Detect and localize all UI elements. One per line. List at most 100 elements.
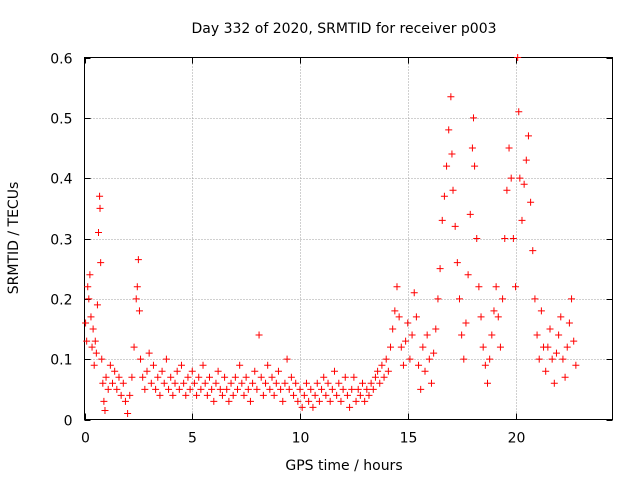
data-point bbox=[302, 379, 310, 387]
data-point bbox=[380, 373, 388, 381]
data-point bbox=[354, 385, 362, 393]
data-point bbox=[531, 295, 539, 303]
data-point bbox=[86, 271, 94, 279]
data-point bbox=[417, 385, 425, 393]
data-point bbox=[160, 379, 168, 387]
data-point bbox=[389, 325, 397, 333]
data-point bbox=[145, 349, 153, 357]
data-point bbox=[298, 403, 306, 411]
data-point bbox=[190, 379, 198, 387]
data-point bbox=[537, 307, 545, 315]
data-point bbox=[143, 367, 151, 375]
data-point bbox=[445, 126, 453, 134]
data-point bbox=[501, 235, 509, 242]
data-point bbox=[555, 331, 563, 339]
data-point bbox=[216, 385, 224, 393]
data-point bbox=[520, 180, 528, 188]
data-point bbox=[106, 361, 114, 369]
data-point bbox=[492, 283, 500, 291]
data-point bbox=[550, 379, 558, 387]
data-point bbox=[427, 379, 435, 387]
data-point bbox=[255, 331, 263, 339]
data-point bbox=[218, 391, 226, 399]
data-point bbox=[208, 385, 216, 393]
data-point bbox=[296, 385, 304, 393]
data-point bbox=[503, 186, 511, 194]
plot-frame bbox=[84, 57, 613, 420]
data-point bbox=[82, 319, 90, 327]
data-point bbox=[169, 391, 177, 399]
data-point bbox=[203, 391, 211, 399]
data-point bbox=[473, 235, 481, 242]
data-point bbox=[133, 283, 141, 291]
data-point bbox=[182, 391, 190, 399]
data-point bbox=[126, 391, 134, 399]
data-point bbox=[117, 391, 125, 399]
data-point bbox=[333, 391, 341, 399]
data-point bbox=[484, 379, 492, 387]
data-point bbox=[514, 54, 522, 61]
data-point bbox=[156, 391, 164, 399]
data-point bbox=[343, 391, 351, 399]
data-point bbox=[201, 379, 209, 387]
data-point bbox=[141, 385, 149, 393]
data-point bbox=[90, 361, 98, 369]
data-point bbox=[238, 379, 246, 387]
data-point bbox=[300, 391, 308, 399]
data-point bbox=[98, 355, 106, 363]
data-point bbox=[324, 379, 332, 387]
data-point bbox=[522, 156, 530, 164]
data-points bbox=[82, 54, 580, 417]
data-point bbox=[188, 367, 196, 375]
data-point bbox=[175, 385, 183, 393]
data-point bbox=[464, 271, 472, 279]
data-point bbox=[91, 337, 99, 345]
data-point bbox=[139, 373, 147, 381]
data-point bbox=[387, 343, 395, 351]
data-point bbox=[246, 397, 254, 405]
data-point bbox=[85, 295, 93, 303]
data-point bbox=[393, 283, 401, 291]
data-point bbox=[274, 367, 282, 375]
data-point bbox=[509, 235, 517, 242]
data-point bbox=[121, 397, 129, 405]
data-point bbox=[468, 144, 476, 152]
data-point bbox=[535, 355, 543, 363]
data-point bbox=[475, 283, 483, 291]
data-point bbox=[134, 256, 142, 264]
data-point bbox=[152, 385, 160, 393]
data-point bbox=[137, 355, 145, 363]
data-point bbox=[423, 331, 431, 339]
data-point bbox=[113, 385, 121, 393]
y-tick-label: 0.5 bbox=[50, 112, 72, 128]
data-point bbox=[197, 385, 205, 393]
data-point bbox=[221, 373, 229, 381]
data-point bbox=[397, 343, 405, 351]
data-point bbox=[225, 397, 233, 405]
data-point bbox=[124, 409, 132, 417]
data-point bbox=[352, 397, 360, 405]
data-point bbox=[462, 319, 470, 327]
data-point bbox=[102, 373, 110, 381]
data-point bbox=[365, 391, 373, 399]
data-point bbox=[369, 385, 377, 393]
data-point bbox=[415, 361, 423, 369]
data-point bbox=[479, 343, 487, 351]
data-point bbox=[270, 391, 278, 399]
data-point bbox=[404, 319, 412, 327]
data-point bbox=[244, 385, 252, 393]
data-point bbox=[93, 301, 101, 309]
data-point bbox=[337, 397, 345, 405]
data-point bbox=[410, 289, 418, 297]
data-point bbox=[318, 385, 326, 393]
x-axis-label: GPS time / hours bbox=[285, 458, 402, 474]
data-point bbox=[111, 367, 119, 375]
data-point bbox=[322, 391, 330, 399]
data-point bbox=[132, 295, 140, 303]
data-point bbox=[524, 132, 532, 140]
data-point bbox=[205, 373, 213, 381]
data-point bbox=[518, 216, 526, 224]
data-point bbox=[348, 385, 356, 393]
data-point bbox=[96, 204, 104, 212]
data-point bbox=[458, 331, 466, 339]
